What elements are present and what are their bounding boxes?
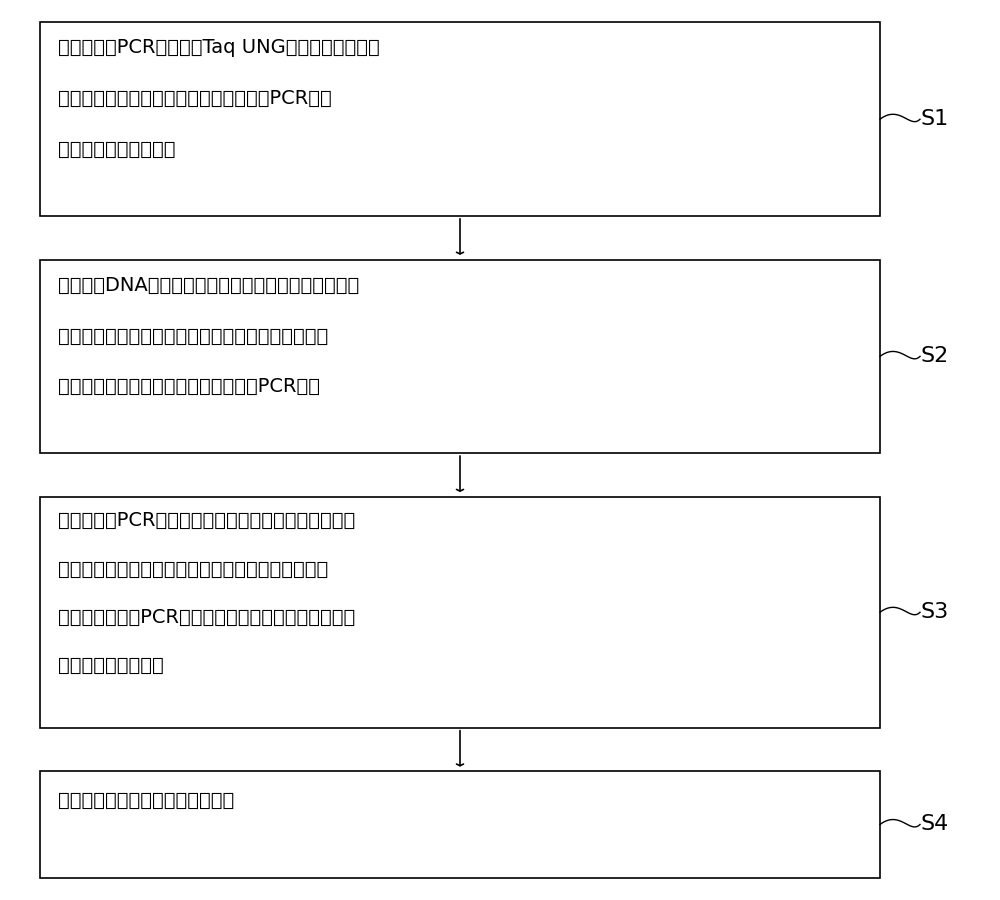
Text: 环参数进行扩增反应: 环参数进行扩增反应 <box>58 656 164 675</box>
Text: S1: S1 <box>921 109 949 130</box>
FancyBboxPatch shape <box>40 497 880 728</box>
Text: 后，将其放置于PCR仪上，编辑样本信息按照相应的循: 后，将其放置于PCR仪上，编辑样本信息按照相应的循 <box>58 608 355 626</box>
Text: 阴性对照样品、阳性对照样品，盖紧管盖后瞬时离心: 阴性对照样品、阳性对照样品，盖紧管盖后瞬时离心 <box>58 560 328 579</box>
FancyBboxPatch shape <box>40 259 880 453</box>
Text: 液管中，盖上管盖备用: 液管中，盖上管盖备用 <box>58 140 176 159</box>
Text: 瞬时离心后、干浴、离心，上清液用于PCR扩增: 瞬时离心后、干浴、离心，上清液用于PCR扩增 <box>58 377 320 396</box>
FancyBboxPatch shape <box>40 771 880 878</box>
FancyBboxPatch shape <box>40 22 880 216</box>
Text: 取一定量的PCR反应液、Taq UNG酶加入一个离心管: 取一定量的PCR反应液、Taq UNG酶加入一个离心管 <box>58 39 380 58</box>
Text: S2: S2 <box>921 346 949 366</box>
Text: 向准备好的PCR反应液管中分别加入上清液待测样品、: 向准备好的PCR反应液管中分别加入上清液待测样品、 <box>58 511 355 530</box>
Text: 根据相应的质控标准分析检测结果: 根据相应的质控标准分析检测结果 <box>58 791 234 810</box>
Text: 将制备好的待测样本、阳性对照样本和阴性对照样本: 将制备好的待测样本、阳性对照样本和阴性对照样本 <box>58 327 328 346</box>
Text: 制备待测DNA样本、阴性对照样本和阳性对照样本，并: 制备待测DNA样本、阴性对照样本和阳性对照样本，并 <box>58 275 359 294</box>
Text: S4: S4 <box>921 814 949 834</box>
Text: 中振荡混匀，瞬时离心后，分装到复数管PCR反应: 中振荡混匀，瞬时离心后，分装到复数管PCR反应 <box>58 89 332 108</box>
Text: S3: S3 <box>921 602 949 622</box>
